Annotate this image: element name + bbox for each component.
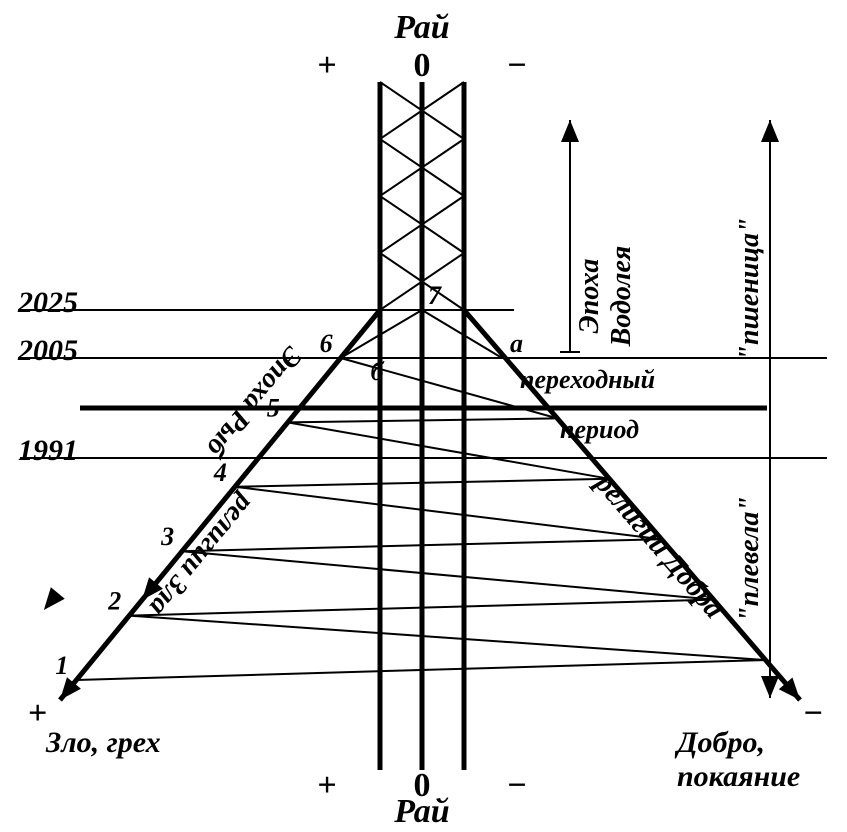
- rung-num: 1: [55, 651, 68, 680]
- triangle-left: [60, 310, 380, 700]
- left-diag-lower: религии Зла: [143, 487, 261, 622]
- rung: [129, 616, 765, 660]
- label-7: 7: [428, 281, 442, 310]
- label-a: а: [510, 329, 523, 358]
- title-top: Рай: [393, 9, 449, 46]
- plus-top: +: [317, 47, 336, 84]
- year-1991: 1991: [18, 434, 78, 467]
- minus-base-right: −: [804, 695, 823, 732]
- rung-num: 6: [320, 329, 333, 358]
- year-2025: 2025: [17, 286, 78, 319]
- vert-arrow-2-head-up: [761, 120, 779, 142]
- label-dobro-2: покаяние: [677, 760, 800, 793]
- plus-base-left: +: [28, 695, 47, 732]
- rung: [182, 551, 713, 599]
- label-dobro-1: Добро,: [674, 726, 765, 759]
- zero-bottom: 0: [414, 767, 431, 804]
- zero-top: 0: [414, 47, 431, 84]
- plevela: "плевела": [734, 496, 765, 622]
- vodoley-1: Эпоха: [574, 259, 605, 334]
- minus-top: −: [507, 47, 526, 84]
- vert-arrow-1-head: [561, 120, 579, 142]
- rung-num: 3: [160, 522, 174, 551]
- year-2005: 2005: [17, 334, 78, 367]
- vodoley-2: Водолея: [606, 246, 637, 348]
- label-b: б: [371, 357, 385, 386]
- plus-bottom: +: [317, 767, 336, 804]
- minus-bottom: −: [507, 767, 526, 804]
- trans-1: переходный: [520, 365, 655, 394]
- label-zlo: Зло, грех: [45, 726, 161, 759]
- vert-arrow-2-head-down: [761, 676, 779, 698]
- pshenitsa: "пшеница": [734, 217, 765, 360]
- trans-2: период: [560, 415, 639, 444]
- rung-num: 2: [107, 587, 121, 616]
- left-side-arrow: [44, 587, 65, 610]
